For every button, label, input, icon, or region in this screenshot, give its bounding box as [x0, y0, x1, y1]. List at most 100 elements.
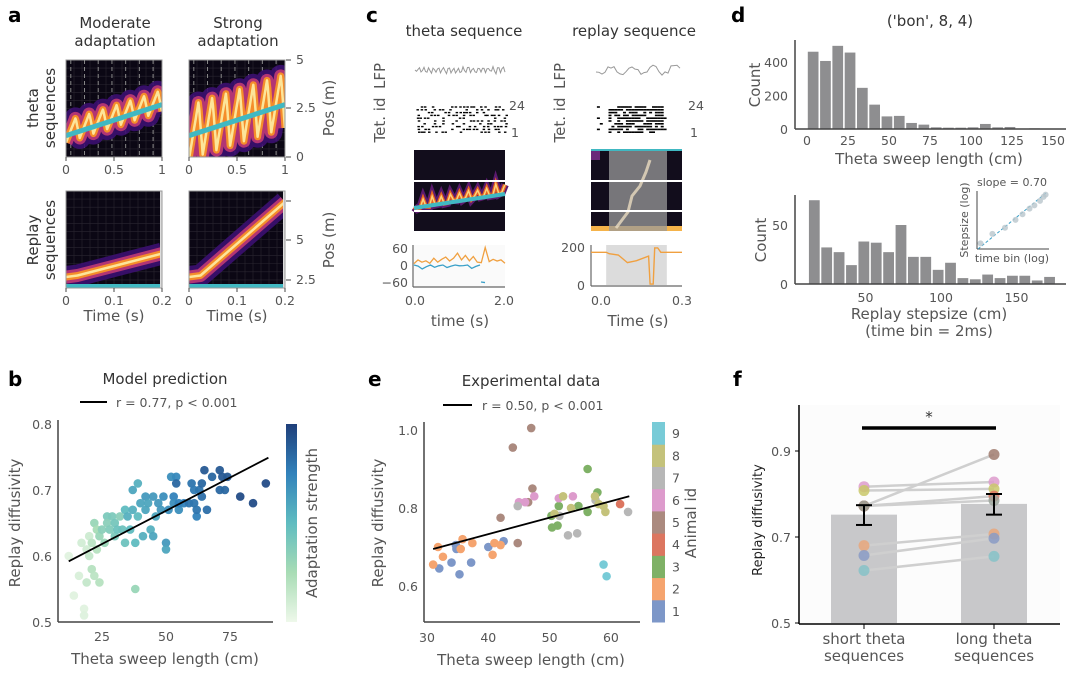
x-tick-label: 40 — [480, 630, 496, 645]
scatter-point-animal-7 — [513, 501, 523, 511]
x-tick-label: 100 — [929, 290, 953, 305]
histogram-bar — [957, 278, 969, 284]
y-tick-label: 2.5 — [296, 100, 316, 115]
x-tick-label: 30 — [419, 630, 435, 645]
scatter-point-animal-6 — [568, 492, 578, 501]
scatter-point — [123, 512, 132, 521]
x-axis-label-2: (time bin = 2ms) — [865, 322, 993, 340]
scatter-point — [161, 538, 171, 548]
y-axis-label: Count — [746, 63, 764, 108]
scatter-point — [95, 578, 104, 587]
histogram-bar — [906, 122, 917, 129]
x-tick-label: 50 — [881, 133, 897, 148]
x-tick-label: 60 — [603, 630, 619, 645]
histogram-bar — [969, 279, 981, 284]
inset-y-label: Stepsize (log) — [958, 182, 971, 257]
scatter-point — [128, 505, 138, 515]
colorbar-label: Animal id — [682, 488, 700, 558]
legend-label: r = 0.77, p < 0.001 — [116, 395, 237, 410]
orange-trace — [413, 245, 506, 265]
paired-line — [863, 537, 995, 557]
posterior-band-3 — [189, 201, 285, 279]
x-tick-label: 75 — [922, 133, 938, 148]
scatter-point — [169, 492, 178, 501]
regression-line — [432, 495, 630, 550]
x-tick-label: 125 — [1000, 133, 1024, 148]
scatter-point-animal-2 — [456, 544, 466, 554]
chart-title: Model prediction — [102, 370, 227, 388]
col-title-moderate: Moderate — [79, 14, 150, 32]
scatter-point — [133, 479, 143, 488]
colorbar-segment-9 — [652, 422, 665, 445]
blue-trace — [413, 264, 481, 270]
histogram-bar — [907, 256, 919, 284]
x-tick-label: 0.5 — [227, 162, 247, 177]
scatter-point — [84, 531, 94, 541]
scatter-point-animal-2 — [428, 560, 438, 569]
histogram-bar — [844, 52, 856, 130]
scatter-point — [161, 545, 171, 554]
chart-title: Experimental data — [462, 372, 601, 390]
inset-point — [1012, 216, 1019, 223]
paired-line — [863, 453, 995, 508]
y-axis-label-pos: Pos (m) — [320, 80, 338, 137]
scatter-point — [115, 512, 125, 521]
histogram-bar — [820, 60, 831, 129]
inset-point — [1031, 202, 1038, 209]
scatter-point — [90, 571, 99, 581]
inset-point — [1037, 197, 1043, 204]
inset-x-label: time bin (log) — [975, 252, 1049, 265]
y-tick-label: 200 — [561, 240, 585, 255]
panel-label-c: c — [366, 3, 378, 27]
y-tick-label: 5 — [296, 232, 304, 247]
histogram-bar — [1031, 280, 1043, 284]
col-title-strong: Strong — [213, 14, 262, 32]
x-axis-label: Time (s) — [607, 312, 669, 330]
y-axis-label-pos: Pos (m) — [320, 212, 338, 269]
inset-point — [1002, 224, 1008, 231]
scatter-point — [171, 472, 181, 482]
raster-tick-1: 1 — [690, 125, 698, 140]
histogram-bar — [883, 252, 894, 284]
histogram-bar — [870, 242, 882, 284]
scatter-point — [202, 505, 212, 515]
scatter-point-animal-6 — [529, 492, 539, 501]
histogram-bar — [994, 278, 1006, 284]
y-tick-label: 0.7 — [771, 530, 791, 545]
x-tick-label: 50 — [858, 290, 874, 305]
y-tick-label: 0.6 — [398, 579, 418, 594]
scatter-point — [77, 538, 86, 548]
scatter-point-animal-3 — [554, 501, 564, 511]
scatter-point — [215, 465, 225, 475]
paired-line — [863, 499, 995, 508]
raster-tick-1: 1 — [511, 125, 519, 140]
y-tick-label: 0.8 — [398, 501, 418, 516]
x-axis-label: Theta sweep length (cm) — [834, 150, 1023, 168]
raster-tick-24: 24 — [688, 98, 704, 113]
x-category-label: short theta — [822, 630, 905, 648]
inset-point — [1042, 191, 1049, 198]
scatter-point — [110, 518, 120, 528]
y-tick-label: 0.6 — [32, 549, 52, 564]
scatter-point-animal-1 — [466, 558, 476, 567]
scatter-point — [261, 479, 271, 488]
scatter-point-animal-5 — [508, 443, 518, 452]
scatter-point — [105, 525, 114, 534]
colorbar-tick-label: 2 — [672, 582, 680, 597]
bar-long — [961, 503, 1027, 623]
scatter-point-animal-8 — [590, 492, 600, 501]
heatmap-content — [189, 60, 285, 157]
x-tick-label: 0.2 — [152, 293, 172, 308]
paired-line — [863, 487, 995, 492]
x-tick-label: 1 — [158, 162, 166, 177]
inset-point — [1019, 211, 1026, 218]
histogram-bar — [869, 104, 880, 129]
scatter-point — [197, 492, 207, 501]
scatter-point-animal-7 — [563, 531, 573, 540]
x-tick-label: 75 — [222, 629, 238, 644]
colorbar-tick-label: 9 — [672, 426, 680, 441]
scatter-point-animal-5 — [526, 423, 536, 433]
y-tick-label: 60 — [392, 241, 408, 256]
y-axis-label: Count — [752, 218, 770, 263]
scatter-point — [148, 531, 158, 541]
